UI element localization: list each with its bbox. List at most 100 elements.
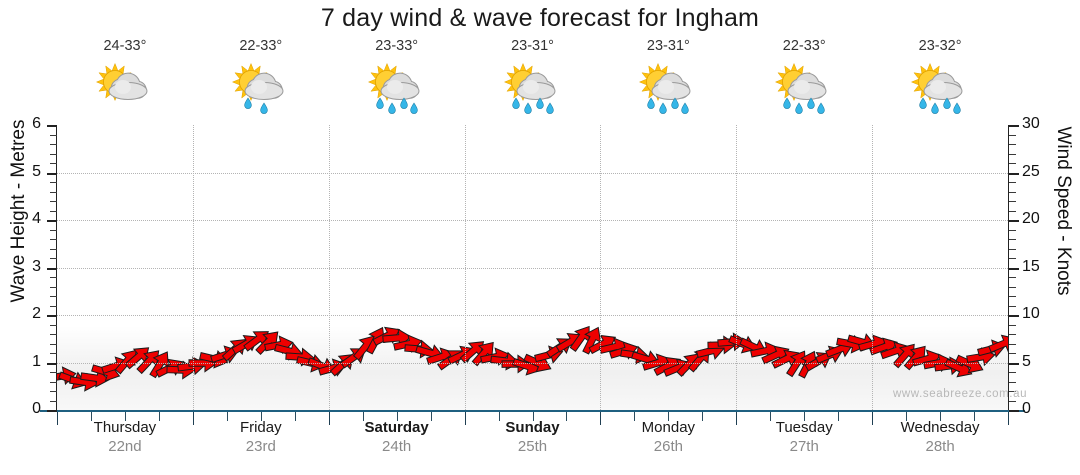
right-axis-line bbox=[1008, 125, 1009, 410]
left-axis-minor-tick bbox=[50, 343, 57, 345]
horizontal-gridline bbox=[57, 267, 1008, 269]
left-axis-minor-tick bbox=[50, 334, 57, 335]
right-axis-major-tick bbox=[1009, 125, 1019, 127]
right-axis-major-tick bbox=[1009, 362, 1019, 365]
temperature-range: 23-31° bbox=[646, 38, 690, 54]
left-axis-major-tick bbox=[47, 220, 57, 222]
left-axis-minor-tick bbox=[50, 277, 57, 278]
temperature-range: 23-32° bbox=[918, 38, 962, 54]
x-axis-tick bbox=[566, 412, 568, 421]
left-axis-minor-tick bbox=[50, 144, 57, 145]
day-name: Friday bbox=[239, 419, 282, 436]
day-label-row: Thursday 22nd Friday 23rd Saturday 24th Sunday… bbox=[57, 418, 1008, 468]
sun-cloud-rain-icon bbox=[769, 58, 839, 114]
day-header-row: 24-33° 22-33° 23-33° 23-31° bbox=[57, 38, 1008, 118]
x-axis-tick bbox=[260, 412, 262, 421]
left-axis-major-tick bbox=[47, 125, 57, 127]
day-header-wednesday: 23-32° bbox=[872, 38, 1008, 118]
sun-cloud-icon bbox=[90, 58, 160, 114]
right-axis-minor-tick bbox=[1009, 229, 1016, 231]
left-axis-tick-label: 4 bbox=[32, 210, 41, 227]
x-axis-day-tick bbox=[328, 412, 330, 425]
x-axis-tick bbox=[634, 412, 636, 421]
right-axis-tick-label: 25 bbox=[1022, 162, 1040, 180]
sun-cloud-rain-icon bbox=[362, 58, 432, 114]
temperature-range: 24-33° bbox=[103, 38, 147, 54]
left-axis-minor-tick bbox=[50, 391, 57, 392]
temperature-range: 23-31° bbox=[511, 38, 554, 54]
left-axis-minor-tick bbox=[50, 400, 57, 402]
right-axis-minor-tick bbox=[1009, 334, 1016, 335]
day-label-saturday: Saturday 24th bbox=[329, 418, 465, 468]
right-axis-tick-label: 20 bbox=[1022, 210, 1040, 227]
sun-cloud-rain-icon bbox=[226, 58, 296, 114]
right-axis-minor-tick bbox=[1009, 324, 1016, 326]
day-divider-gridline bbox=[464, 125, 466, 410]
left-axis-minor-tick bbox=[50, 191, 57, 193]
right-axis-minor-tick bbox=[1009, 144, 1016, 145]
x-axis-day-tick bbox=[1008, 412, 1009, 425]
day-date: 28th bbox=[925, 438, 955, 455]
right-axis-minor-tick bbox=[1009, 239, 1016, 240]
x-axis-tick bbox=[974, 412, 976, 421]
left-axis-minor-tick bbox=[50, 182, 57, 183]
right-axis-minor-tick bbox=[1009, 163, 1016, 164]
left-axis-minor-tick bbox=[50, 324, 57, 326]
right-axis-minor-tick bbox=[1009, 296, 1016, 297]
day-name: Sunday bbox=[505, 419, 560, 436]
day-header-sunday: 23-31° bbox=[465, 38, 601, 118]
day-divider-gridline bbox=[192, 125, 194, 410]
x-axis-tick bbox=[532, 412, 534, 421]
day-date: 22nd bbox=[108, 438, 142, 455]
day-date: 24th bbox=[382, 438, 412, 455]
right-axis-tick-label: 15 bbox=[1022, 257, 1040, 275]
horizontal-gridline bbox=[57, 220, 1008, 221]
day-header-monday: 23-31° bbox=[600, 38, 736, 118]
right-axis-minor-tick bbox=[1009, 248, 1016, 250]
x-axis-tick bbox=[668, 412, 670, 421]
right-axis-minor-tick bbox=[1009, 391, 1016, 392]
page-title: 7 day wind & wave forecast for Ingham bbox=[320, 4, 760, 32]
day-header-thursday: 24-33° bbox=[57, 38, 193, 118]
horizontal-gridline bbox=[57, 362, 1008, 364]
day-divider-gridline bbox=[328, 125, 330, 410]
wind-barb-layer bbox=[57, 125, 1008, 410]
day-label-wednesday: Wednesday 28th bbox=[872, 418, 1008, 468]
left-axis-tick-label: 5 bbox=[32, 162, 41, 180]
left-axis-major-tick bbox=[47, 410, 57, 412]
x-axis-tick bbox=[804, 412, 806, 421]
day-divider-gridline bbox=[736, 125, 738, 410]
left-axis-minor-tick bbox=[50, 372, 57, 373]
left-axis-minor-tick bbox=[50, 305, 57, 307]
right-axis-minor-tick bbox=[1009, 134, 1016, 136]
right-axis-minor-tick bbox=[1009, 182, 1016, 183]
left-axis-minor-tick bbox=[50, 353, 57, 354]
x-axis-day-tick bbox=[600, 412, 602, 425]
right-axis-major-tick bbox=[1009, 315, 1019, 317]
right-axis-tick-label: 10 bbox=[1022, 305, 1040, 322]
x-axis-day-tick bbox=[872, 412, 874, 425]
day-header-saturday: 23-33° bbox=[329, 38, 465, 118]
left-axis-minor-tick bbox=[50, 229, 57, 231]
day-date: 26th bbox=[653, 438, 683, 455]
bottom-axis-line bbox=[40, 410, 1025, 412]
day-date: 25th bbox=[517, 438, 548, 455]
left-axis-tick-label: 3 bbox=[32, 257, 41, 275]
x-axis-tick bbox=[430, 412, 432, 421]
day-name: Tuesday bbox=[775, 419, 833, 436]
right-axis-minor-tick bbox=[1009, 400, 1016, 402]
left-axis-minor-tick bbox=[50, 239, 57, 240]
left-axis-major-tick bbox=[47, 267, 57, 270]
right-axis-minor-tick bbox=[1009, 343, 1016, 345]
left-axis-minor-tick bbox=[50, 134, 57, 136]
right-axis-major-tick bbox=[1009, 172, 1019, 175]
x-axis-tick bbox=[396, 412, 398, 421]
x-axis-tick bbox=[940, 412, 942, 421]
left-axis-major-tick bbox=[47, 172, 57, 175]
right-axis-minor-tick bbox=[1009, 277, 1016, 278]
x-axis-day-tick bbox=[736, 412, 738, 425]
day-header-friday: 22-33° bbox=[193, 38, 329, 118]
day-name: Thursday bbox=[93, 419, 157, 436]
x-axis-tick bbox=[362, 412, 364, 421]
x-axis-tick bbox=[770, 412, 772, 421]
